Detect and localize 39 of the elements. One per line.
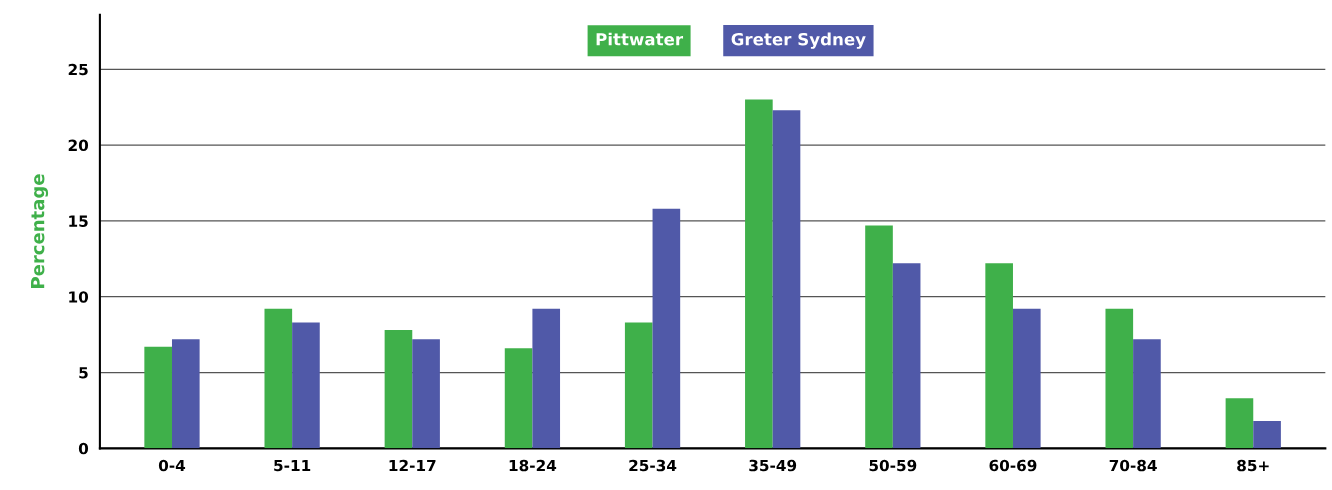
bar: [412, 339, 440, 449]
x-tick-label: 25-34: [629, 459, 677, 472]
x-tick-label: 18-24: [509, 459, 557, 472]
bar: [624, 322, 653, 449]
bar: [892, 263, 921, 449]
bar: [144, 346, 172, 449]
bar: [1012, 308, 1041, 449]
text: Pittwater: [596, 32, 684, 46]
bar: [384, 330, 413, 449]
bar: [1133, 339, 1161, 449]
bar: [652, 208, 681, 449]
bar: [772, 110, 801, 449]
bar: [504, 348, 533, 449]
x-tick-label: 5-11: [274, 459, 311, 472]
bar: [532, 308, 561, 449]
bar: [292, 322, 320, 449]
x-tick-label: 50-59: [869, 459, 917, 472]
bar: [1105, 308, 1134, 449]
bar: [1253, 421, 1281, 449]
bar: [171, 339, 200, 449]
y-axis-title: Percentage: [31, 174, 49, 288]
bar: [865, 225, 893, 449]
x-tick-label: 0-4: [158, 459, 186, 472]
x-tick-label: 12-17: [389, 459, 436, 472]
y-tick-label: 15: [69, 215, 88, 227]
y-tick-label: 25: [68, 63, 88, 76]
x-tick-label: 60-69: [989, 459, 1037, 472]
x-tick-label: 35-49: [749, 459, 797, 472]
bar: [1225, 398, 1254, 449]
y-tick-label: 0: [78, 442, 89, 455]
bar: [745, 99, 773, 449]
x-tick-label: 85+: [1237, 459, 1269, 472]
x-tick-label: 70-84: [1109, 459, 1157, 472]
y-tick-label: 20: [68, 139, 89, 152]
text: Greter Sydney: [731, 32, 866, 49]
y-tick-label: 10: [69, 291, 89, 303]
bar: [985, 263, 1013, 449]
bar: [264, 308, 293, 449]
y-tick-label: 5: [79, 367, 88, 379]
